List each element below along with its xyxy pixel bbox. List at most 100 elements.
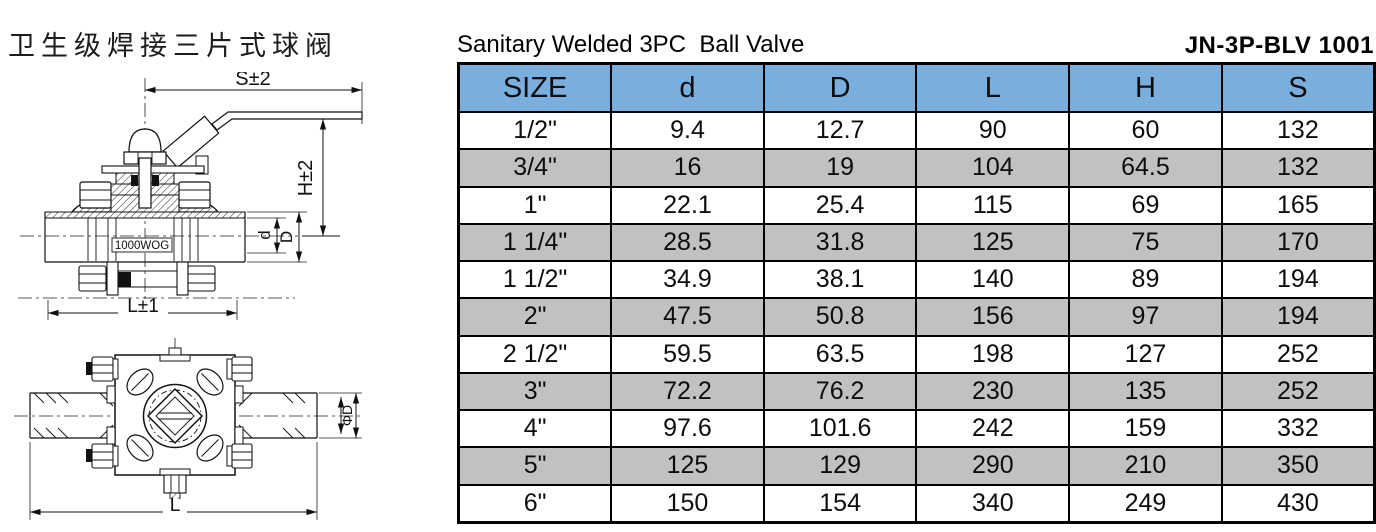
dim-label-D: D [277, 231, 296, 243]
spec-cell: 4" [457, 408, 613, 449]
spec-cell: 125 [915, 222, 1071, 263]
spec-cell: 22.1 [610, 185, 765, 225]
dim-label-s: S±2 [235, 72, 270, 90]
spec-cell: 9.4 [610, 110, 765, 151]
table-row: 2" 47.5 50.8 156 97 194 [457, 297, 1376, 337]
corner-slot [126, 434, 154, 462]
spec-cell: 230 [915, 371, 1071, 412]
hex-bolt [91, 443, 114, 469]
spec-cell: 430 [1220, 483, 1376, 524]
stem-seal-left [131, 175, 138, 186]
pressure-rating-label: 1000WOG [115, 240, 169, 252]
left-lug [106, 261, 119, 296]
spec-cell: 12.7 [762, 110, 918, 151]
spec-cell: 104 [915, 148, 1071, 188]
lower-right-nut [187, 265, 216, 292]
pipe-top-wall [44, 211, 246, 219]
table-row: 1/2" 9.4 12.7 90 60 132 [457, 110, 1376, 151]
bottom-stem [163, 474, 187, 494]
dim-label-d: d [255, 230, 274, 239]
corner-slot [196, 434, 224, 462]
cap-nut-dome [128, 128, 162, 153]
column-header-L: L [915, 62, 1071, 113]
column-header-S: S [1220, 62, 1376, 113]
spec-cell: 47.5 [610, 297, 765, 337]
column-header-D: D [762, 62, 918, 113]
table-row: 3" 72.2 76.2 230 135 252 [457, 371, 1376, 412]
right-body-nut [178, 181, 211, 209]
spec-cell: 1" [457, 185, 613, 225]
spec-cell: 252 [1220, 371, 1376, 412]
spec-cell: 50.8 [762, 297, 918, 337]
spec-cell: 16 [610, 148, 765, 188]
handle-stop-plate [101, 165, 205, 174]
spec-cell: 64.5 [1068, 148, 1223, 188]
spec-cell: 332 [1220, 408, 1376, 449]
spec-cell: 69 [1068, 185, 1223, 225]
product-title-en: Sanitary Welded 3PC Ball Valve [457, 31, 805, 58]
spec-cell: 170 [1220, 222, 1376, 263]
spec-cell: 340 [915, 483, 1071, 524]
dim-label-l-front: L [170, 495, 181, 516]
spec-cell: 75 [1068, 222, 1223, 263]
table-row: 3/4" 16 19 104 64.5 132 [457, 148, 1376, 188]
spec-cell: 1 1/4" [457, 222, 613, 263]
bolt-tip [86, 362, 92, 375]
hex-bolt [231, 356, 253, 382]
model-number: JN-3P-BLV 1001 [1184, 32, 1374, 59]
hex-bolt [91, 356, 114, 382]
dim-label-l: L±1 [127, 296, 159, 317]
table-row: 4" 97.6 101.6 242 159 332 [457, 408, 1376, 449]
spec-cell: 127 [1068, 334, 1223, 374]
table-row: 6" 150 154 340 249 430 [457, 483, 1376, 524]
valve-stem [138, 157, 152, 209]
spec-cell: 2 1/2" [457, 334, 613, 374]
spec-cell: 38.1 [762, 259, 918, 300]
spec-cell: 132 [1220, 110, 1376, 151]
table-row: 2 1/2" 59.5 63.5 198 127 252 [457, 334, 1376, 374]
spec-cell: 1/2" [457, 110, 613, 151]
table-row: 1 1/4" 28.5 31.8 125 75 170 [457, 222, 1376, 263]
right-lug [176, 261, 189, 296]
spec-cell: 31.8 [762, 222, 918, 263]
spec-cell: 97.6 [610, 408, 765, 449]
stem-square [146, 387, 204, 445]
spec-cell: 72.2 [610, 371, 765, 412]
table-header-row: SIZE d D L H S [457, 62, 1376, 113]
spec-cell: 242 [915, 408, 1071, 449]
spec-cell: 90 [915, 110, 1071, 151]
spec-cell: 101.6 [762, 408, 918, 449]
spec-cell: 129 [762, 446, 918, 486]
spec-cell: 132 [1220, 148, 1376, 188]
spec-cell: 150 [610, 483, 765, 524]
spec-cell: 252 [1220, 334, 1376, 374]
spec-cell: 194 [1220, 297, 1376, 337]
column-header-d: d [610, 62, 765, 113]
column-header-H: H [1068, 62, 1223, 113]
spec-cell: 63.5 [762, 334, 918, 374]
table-row: 1 1/2" 34.9 38.1 140 89 194 [457, 259, 1376, 300]
spec-cell: 5" [457, 446, 613, 486]
spec-cell: 3/4" [457, 148, 613, 188]
spec-cell: 135 [1068, 371, 1223, 412]
spec-cell: 60 [1068, 110, 1223, 151]
left-body-nut [79, 181, 112, 209]
spec-cell: 19 [762, 148, 918, 188]
spec-cell: 25.4 [762, 185, 918, 225]
spec-table-body: 1/2" 9.4 12.7 90 60 132 3/4" 16 19 104 64.5 132 1" 22… [457, 110, 1376, 524]
dim-label-phi-d: ΦD [339, 405, 355, 426]
spec-cell: 89 [1068, 259, 1223, 300]
spec-cell: 2" [457, 297, 613, 337]
spec-cell: 97 [1068, 297, 1223, 337]
spec-cell: 198 [915, 334, 1071, 374]
spec-cell: 115 [915, 185, 1071, 225]
spec-cell: 194 [1220, 259, 1376, 300]
spec-cell: 28.5 [610, 222, 765, 263]
spec-cell: 3" [457, 371, 613, 412]
rating-box [111, 237, 173, 253]
handle-grip [162, 115, 220, 169]
spec-table: SIZE d D L H S 1/2" 9.4 12.7 90 60 132 3/4" 16 1… [457, 62, 1376, 524]
column-header-size: SIZE [457, 62, 613, 113]
table-row: 1" 22.1 25.4 115 69 165 [457, 185, 1376, 225]
valve-side-view-drawing: S±2 H±2 1000WOG [18, 72, 363, 320]
